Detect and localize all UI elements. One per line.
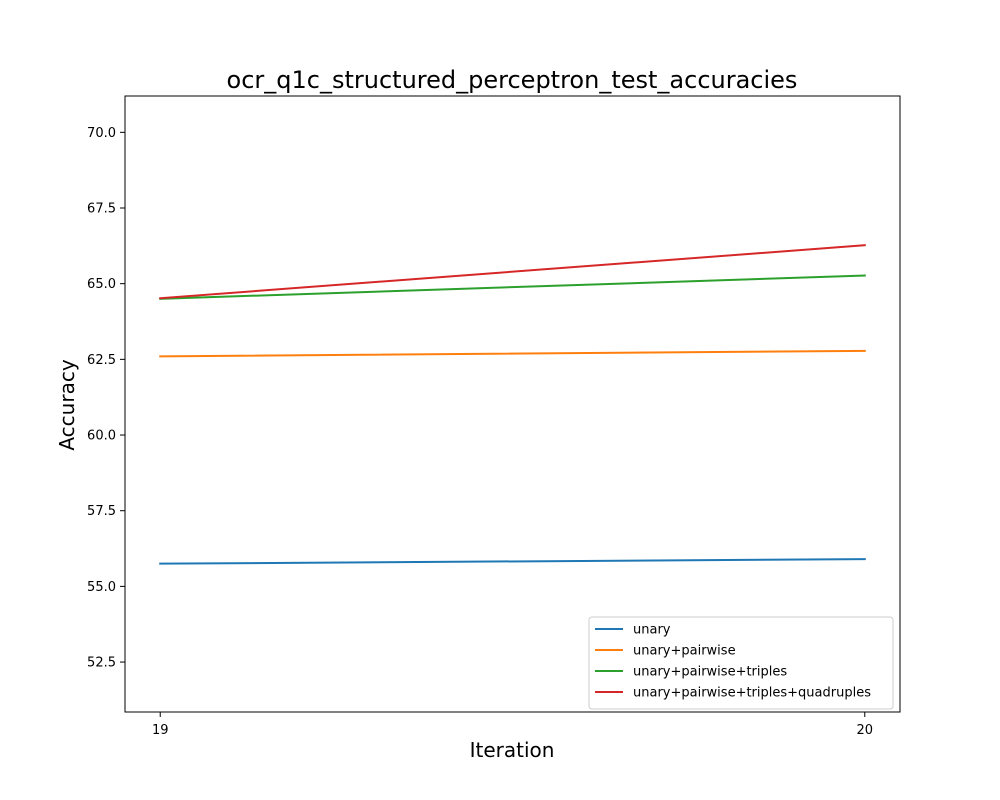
y-tick-label-2: 57.5 — [87, 504, 116, 519]
y-tick-label-1: 55.0 — [87, 580, 116, 595]
x-axis: 19 20 — [152, 712, 873, 738]
plot-frame — [124, 95, 901, 713]
x-axis-title: Iteration — [470, 738, 555, 762]
legend: unary unary+pairwise unary+pairwise+triple… — [588, 616, 894, 710]
series-layer — [159, 244, 866, 565]
y-tick-label-4: 62.5 — [87, 353, 116, 368]
y-tick-label-0: 52.5 — [87, 656, 116, 671]
legend-label-3: unary+pairwise+triples+quadruples — [633, 686, 871, 701]
plot-area — [124, 95, 901, 713]
y-tick-label-7: 70.0 — [87, 126, 116, 141]
x-tick-label-1: 20 — [856, 723, 873, 738]
y-axis: 52.5 55.0 57.5 60.0 62.5 65.0 67.5 70.0 — [87, 126, 125, 671]
y-tick-label-6: 67.5 — [87, 202, 116, 217]
chart-title: ocr_q1c_structured_perceptron_test_accur… — [227, 66, 798, 94]
series-line-2 — [159, 274, 866, 300]
y-axis-title: Accuracy — [55, 359, 79, 450]
x-tick-label-0: 19 — [152, 723, 169, 738]
legend-label-0: unary — [633, 623, 671, 638]
plot-background — [125, 96, 900, 712]
series-line-0 — [159, 558, 866, 565]
series-line-3 — [159, 244, 866, 300]
legend-label-1: unary+pairwise — [633, 644, 736, 659]
legend-label-2: unary+pairwise+triples — [633, 665, 787, 680]
y-tick-label-3: 60.0 — [87, 429, 116, 444]
y-tick-label-5: 65.0 — [87, 277, 116, 292]
legend-box — [588, 616, 894, 710]
series-line-1 — [159, 349, 866, 358]
